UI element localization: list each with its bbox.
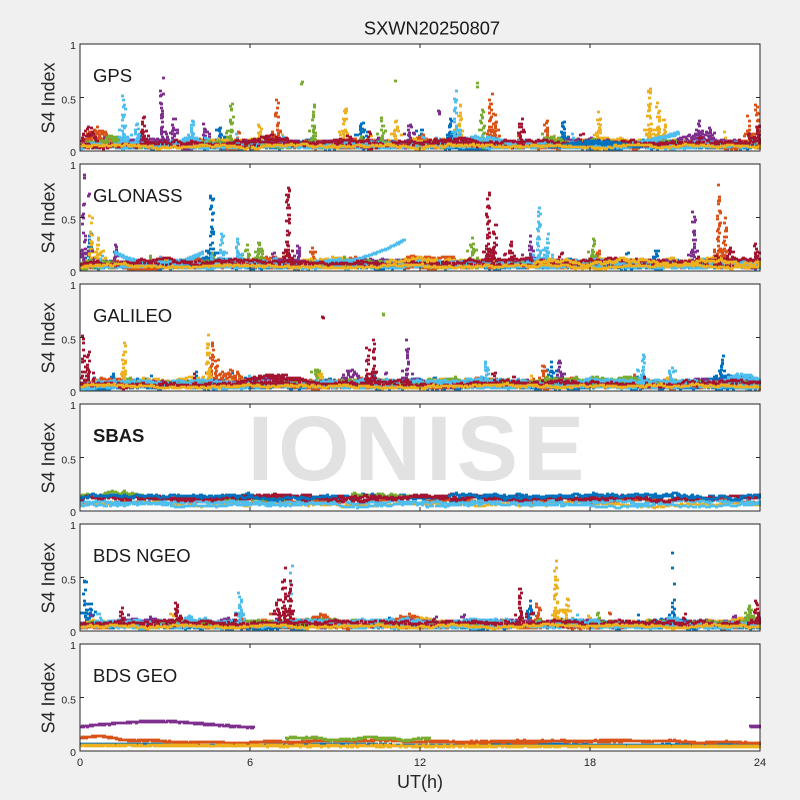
svg-text:BDS GEO: BDS GEO bbox=[93, 665, 177, 686]
svg-text:6: 6 bbox=[247, 757, 253, 769]
svg-text:18: 18 bbox=[584, 757, 596, 769]
svg-text:SXWN20250807: SXWN20250807 bbox=[364, 18, 500, 39]
svg-text:24: 24 bbox=[754, 757, 766, 769]
svg-text:S4 Index: S4 Index bbox=[39, 662, 59, 733]
svg-text:1: 1 bbox=[70, 280, 76, 292]
svg-text:12: 12 bbox=[414, 757, 426, 769]
svg-text:0.5: 0.5 bbox=[61, 334, 76, 346]
svg-text:GPS: GPS bbox=[93, 65, 132, 86]
svg-text:0: 0 bbox=[70, 747, 76, 759]
svg-text:0.5: 0.5 bbox=[61, 94, 76, 106]
svg-text:S4 Index: S4 Index bbox=[39, 302, 59, 373]
svg-text:0: 0 bbox=[70, 387, 76, 399]
svg-text:BDS NGEO: BDS NGEO bbox=[93, 545, 191, 566]
svg-text:S4 Index: S4 Index bbox=[39, 182, 59, 253]
svg-text:GLONASS: GLONASS bbox=[93, 185, 182, 206]
svg-text:0: 0 bbox=[70, 267, 76, 279]
svg-text:IONISE: IONISE bbox=[248, 398, 590, 500]
svg-text:1: 1 bbox=[70, 40, 76, 52]
svg-text:1: 1 bbox=[70, 400, 76, 412]
svg-text:1: 1 bbox=[70, 640, 76, 652]
svg-text:S4 Index: S4 Index bbox=[39, 62, 59, 133]
svg-text:0.5: 0.5 bbox=[61, 574, 76, 586]
svg-text:0.5: 0.5 bbox=[61, 454, 76, 466]
svg-text:UT(h): UT(h) bbox=[397, 772, 443, 792]
svg-text:S4 Index: S4 Index bbox=[39, 542, 59, 613]
svg-text:GALILEO: GALILEO bbox=[93, 305, 172, 326]
svg-text:0: 0 bbox=[77, 757, 83, 769]
svg-text:1: 1 bbox=[70, 520, 76, 532]
svg-text:SBAS: SBAS bbox=[93, 425, 144, 446]
svg-text:1: 1 bbox=[70, 160, 76, 172]
svg-text:0.5: 0.5 bbox=[61, 214, 76, 226]
svg-text:0: 0 bbox=[70, 507, 76, 519]
svg-text:S4 Index: S4 Index bbox=[39, 422, 59, 493]
svg-text:0.5: 0.5 bbox=[61, 694, 76, 706]
svg-text:0: 0 bbox=[70, 147, 76, 159]
svg-text:0: 0 bbox=[70, 627, 76, 639]
